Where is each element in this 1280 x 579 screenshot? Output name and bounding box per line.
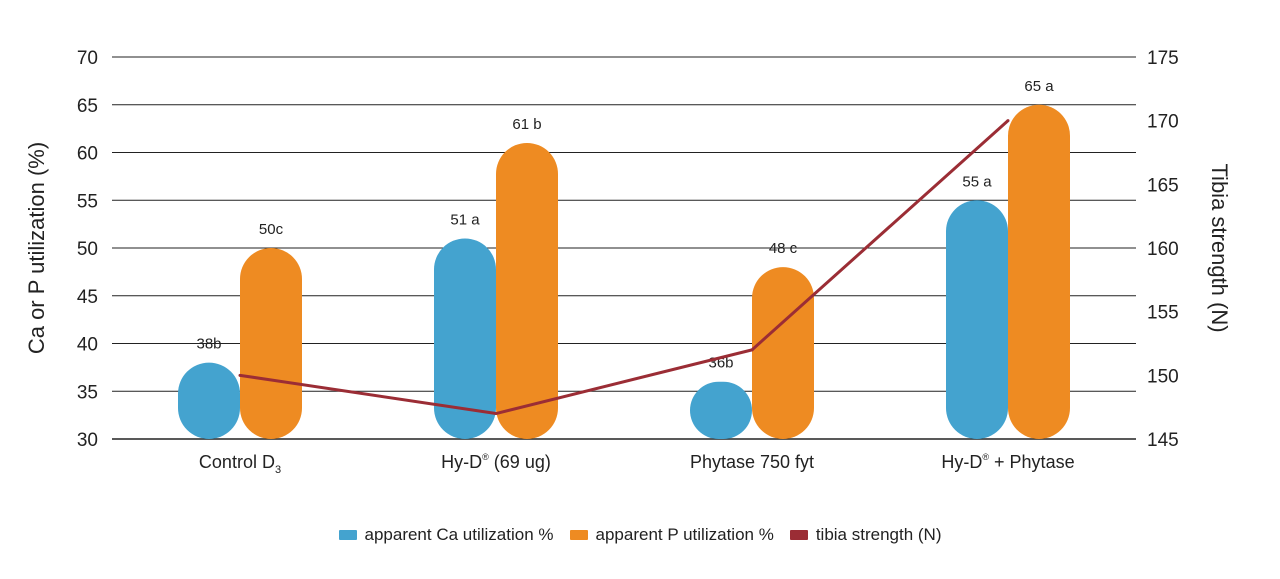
tibia-point [1006,119,1010,123]
data-label-ca: 51 a [450,211,480,228]
y2-axis-title: Tibia strength (N) [1207,163,1232,332]
x-tick-label: Phytase 750 fyt [690,452,814,472]
y-tick-label: 40 [77,335,98,356]
y2-tick-label: 150 [1147,366,1179,387]
y-tick-label: 30 [77,430,98,451]
y-tick-label: 55 [77,191,98,212]
x-tick-label: Hy-D® (69 ug) [441,452,551,472]
tibia-point [750,348,754,352]
bar-ca [434,238,496,439]
bar-p [496,142,558,439]
legend-item-ca: apparent Ca utilization % [338,525,554,545]
bar-p [1008,104,1070,439]
data-label-p: 65 a [1024,78,1054,95]
tibia-point [238,373,242,377]
bar-ca [178,362,240,439]
y-tick-label: 65 [77,96,98,117]
data-label-p: 61 b [512,116,541,133]
y-tick-label: 35 [77,382,98,403]
y-axis-title: Ca or P utilization (%) [24,142,49,354]
tibia-point [494,412,498,416]
y-tick-label: 70 [77,48,98,69]
y-tick-label: 60 [77,144,98,165]
x-tick-label: Hy-D® + Phytase [941,452,1074,472]
bar-ca [690,381,752,439]
y2-tick-label: 170 [1147,112,1179,133]
y2-tick-label: 145 [1147,430,1179,451]
legend-item-tibia: tibia strength (N) [789,525,942,545]
legend-label-tibia: tibia strength (N) [815,525,942,544]
bar-p [240,248,302,439]
y2-tick-label: 175 [1147,48,1179,69]
y-tick-label: 50 [77,239,98,260]
data-label-p: 50c [259,221,284,238]
x-tick-label: Control D3 [199,452,281,476]
tibia-strength-line [239,119,1010,416]
legend-swatch-p [569,530,588,540]
legend-label-p: apparent P utilization % [595,525,774,544]
data-label-ca: 38b [196,336,221,353]
y2-tick-label: 160 [1147,239,1179,260]
y2-tick-label: 165 [1147,175,1179,196]
data-label-p: 48 c [769,240,798,257]
y-tick-label: 45 [77,287,98,308]
bar-ca [946,200,1008,439]
bar-p [752,267,814,439]
data-label-ca: 55 a [962,173,992,190]
legend-swatch-tibia [789,530,808,540]
legend-item-p: apparent P utilization % [569,525,774,545]
legend-label-ca: apparent Ca utilization % [364,525,554,544]
legend-swatch-ca [338,530,357,540]
legend: apparent Ca utilization % apparent P uti… [0,522,1280,548]
y2-tick-label: 155 [1147,303,1179,324]
